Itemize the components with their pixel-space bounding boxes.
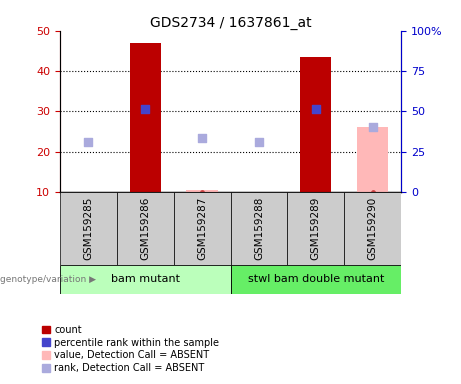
Point [85,139,92,145]
Text: GSM159290: GSM159290 [367,197,378,260]
Bar [230,265,401,294]
Bar [287,192,344,265]
Text: GSM159286: GSM159286 [140,197,150,260]
Legend: count, percentile rank within the sample, value, Detection Call = ABSENT, rank, : count, percentile rank within the sample… [42,324,219,373]
Bar [117,192,174,265]
Point [142,106,149,113]
Text: GSM159288: GSM159288 [254,197,264,260]
Point [369,124,376,131]
Text: GSM159285: GSM159285 [83,197,94,260]
Bar [344,192,401,265]
Point [312,106,319,113]
Point [255,139,263,145]
Text: GSM159287: GSM159287 [197,197,207,260]
Point [369,189,376,195]
Text: GSM159289: GSM159289 [311,197,321,260]
Text: bam mutant: bam mutant [111,274,180,285]
Bar [174,192,230,265]
Bar [60,265,230,294]
Bar [300,57,331,192]
Text: genotype/variation ▶: genotype/variation ▶ [0,275,96,284]
Bar [186,190,218,192]
Text: stwl bam double mutant: stwl bam double mutant [248,274,384,285]
Bar [130,43,161,192]
Point [198,189,206,195]
Title: GDS2734 / 1637861_at: GDS2734 / 1637861_at [150,16,311,30]
Bar [230,192,287,265]
Bar [357,127,388,192]
Point [198,134,206,141]
Bar [60,192,117,265]
